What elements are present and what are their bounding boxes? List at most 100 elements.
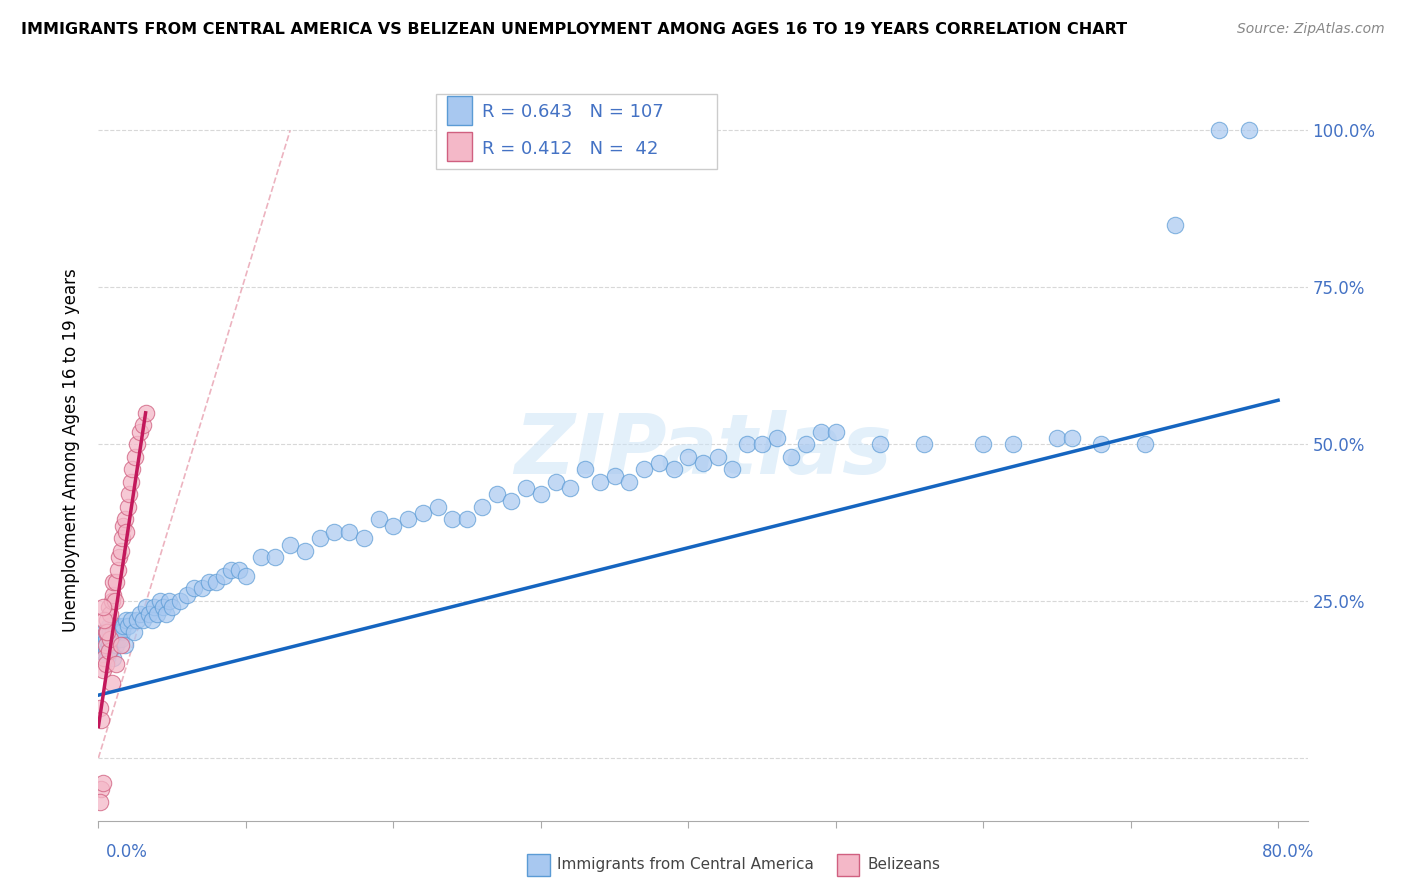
Point [382,518,405,533]
Point [485,487,508,501]
Point [183,582,205,596]
Point [149,594,172,608]
Point [89,644,111,658]
Point [131,613,153,627]
Point [97,638,120,652]
Point [91,632,114,646]
Point [96,625,118,640]
Point [110,632,132,646]
Point [115,613,138,627]
Point [112,518,135,533]
Point [128,425,150,439]
Point [100,594,122,608]
Point [780,450,803,464]
Point [89,700,111,714]
Point [91,776,114,790]
Point [619,475,641,489]
Point [93,613,115,627]
Y-axis label: Unemployment Among Ages 16 to 19 years: Unemployment Among Ages 16 to 19 years [62,268,80,632]
Point [249,550,271,565]
Point [105,638,128,652]
Point [412,506,434,520]
Point [589,475,612,489]
Text: IMMIGRANTS FROM CENTRAL AMERICA VS BELIZEAN UNEMPLOYMENT AMONG AGES 16 TO 19 YEA: IMMIGRANTS FROM CENTRAL AMERICA VS BELIZ… [21,22,1128,37]
Point [96,613,118,627]
Point [456,512,478,526]
Point [515,481,537,495]
Point [530,487,553,501]
Point [105,575,128,590]
Point [574,462,596,476]
Point [603,468,626,483]
Point [108,550,131,565]
Point [1060,431,1083,445]
Point [294,544,316,558]
Point [97,600,120,615]
Point [560,481,582,495]
Point [810,425,832,439]
Point [353,531,375,545]
Point [101,650,124,665]
Point [112,619,135,633]
Point [98,607,121,621]
Point [152,600,174,615]
Point [235,569,257,583]
Point [633,462,655,476]
Point [108,625,131,640]
Point [1001,437,1024,451]
Point [111,625,134,640]
Point [648,456,671,470]
Point [107,563,129,577]
Point [121,462,143,476]
Point [114,512,136,526]
Point [105,625,128,640]
Point [91,600,114,615]
Point [972,437,994,451]
Point [118,487,141,501]
Point [138,607,160,621]
Point [117,619,139,633]
Point [96,625,118,640]
Point [100,632,122,646]
Point [441,512,464,526]
Point [264,550,287,565]
Text: Source: ZipAtlas.com: Source: ZipAtlas.com [1237,22,1385,37]
Point [131,418,153,433]
Point [501,493,523,508]
Point [135,406,157,420]
Point [107,632,129,646]
Point [100,638,122,652]
Point [212,569,235,583]
Point [100,675,122,690]
Point [93,650,115,665]
Point [1237,123,1260,137]
Point [367,512,389,526]
Point [544,475,567,489]
Point [104,619,127,633]
Point [323,524,346,539]
Point [794,437,817,451]
Point [692,456,714,470]
Point [426,500,449,514]
Point [101,575,124,590]
Point [662,462,685,476]
Text: Immigrants from Central America: Immigrants from Central America [557,857,814,871]
Point [124,450,146,464]
Point [176,588,198,602]
Point [89,795,111,809]
Point [471,500,494,514]
Point [205,575,228,590]
Text: R = 0.412   N =  42: R = 0.412 N = 42 [482,140,658,158]
Text: R = 0.643   N = 107: R = 0.643 N = 107 [482,103,664,120]
Point [94,625,117,640]
Point [219,563,242,577]
Text: ZIPatlas: ZIPatlas [515,410,891,491]
Point [98,644,121,658]
Point [91,663,114,677]
Point [869,437,891,451]
Point [155,607,177,621]
Point [98,625,121,640]
Point [135,600,157,615]
Point [143,600,166,615]
Point [97,644,120,658]
